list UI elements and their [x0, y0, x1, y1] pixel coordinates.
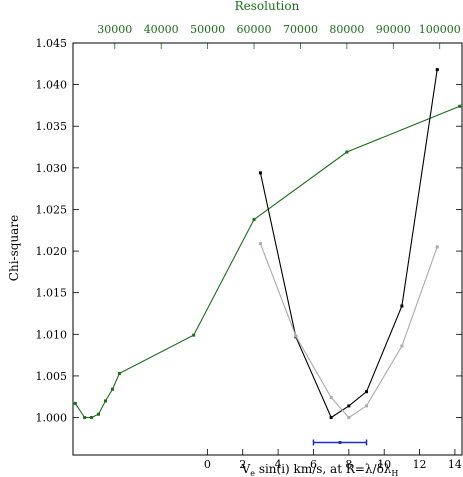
series-point-0	[345, 150, 349, 154]
series-point-2	[435, 245, 439, 249]
x-tick-label-top: 30000	[97, 23, 132, 36]
series-point-0	[252, 217, 256, 221]
series-point-1	[329, 416, 333, 420]
y-tick-label: 1.000	[36, 412, 68, 425]
series-point-2	[329, 396, 333, 400]
y-tick-label: 1.030	[36, 162, 68, 175]
series-point-0	[97, 412, 101, 416]
error-bar-center	[338, 441, 342, 445]
series-point-0	[117, 371, 121, 375]
series-line-1	[259, 69, 438, 419]
series-point-0	[90, 416, 94, 420]
y-tick-label: 1.025	[36, 203, 68, 216]
tick-layer: 1.000 1.005 1.010 1.015 1.020 1.025 1.030 1.035…	[36, 23, 462, 471]
series-point-0	[192, 333, 196, 337]
series-point-0	[103, 399, 107, 403]
y-tick-label: 1.040	[36, 79, 68, 92]
series-line-2	[259, 243, 438, 419]
x-tick-label-bottom: 6	[310, 458, 317, 471]
x-tick-label-top: 100000	[419, 23, 461, 36]
x-tick-label-bottom: 8	[345, 458, 352, 471]
x-tick-label-top: 50000	[190, 23, 225, 36]
x-tick-label-bottom: 14	[448, 458, 462, 471]
y-tick-label: 1.005	[36, 370, 68, 383]
y-tick-label: 1.020	[36, 245, 68, 258]
x-tick-label-bottom: 12	[413, 458, 427, 471]
x-axis-title-sub-h: H	[391, 469, 398, 477]
x-tick-label-top: 70000	[283, 23, 318, 36]
y-tick-label: 1.035	[36, 120, 68, 133]
x-tick-label-bottom: 10	[377, 458, 391, 471]
x-axis-title-v: V	[241, 462, 251, 476]
series-point-0	[83, 416, 87, 420]
series-point-2	[258, 242, 262, 246]
series-point-2	[294, 334, 298, 338]
y-axis-title: Chi-square	[7, 215, 21, 281]
series-point-0	[458, 104, 462, 108]
x-tick-label-bottom: 2	[239, 458, 246, 471]
plot-frame	[72, 42, 463, 456]
y-tick-label: 1.045	[36, 37, 68, 50]
series-point-2	[400, 344, 404, 348]
series-point-2	[365, 404, 369, 408]
x-axis-title-sub-e: e	[250, 469, 255, 477]
x-tick-label-top: 80000	[329, 23, 364, 36]
series-point-0	[110, 387, 114, 391]
y-tick-label: 1.015	[36, 287, 68, 300]
series-point-0	[73, 401, 77, 405]
series-point-2	[347, 416, 351, 420]
series-point-1	[400, 304, 404, 308]
x-tick-label-top: 60000	[237, 23, 272, 36]
x-axis-title: Ve sin(i) km/s, at R=λ/δλH	[241, 462, 399, 477]
series-point-1	[365, 390, 369, 394]
x-tick-label-top: 40000	[144, 23, 179, 36]
x-tick-label-bottom: 0	[204, 458, 211, 471]
series-layer	[73, 68, 462, 446]
series-point-1	[347, 404, 351, 408]
series-point-1	[435, 68, 439, 72]
top-axis-title: Resolution	[235, 0, 300, 13]
x-tick-label-bottom: 4	[275, 458, 282, 471]
y-tick-label: 1.010	[36, 328, 68, 341]
x-tick-label-top: 90000	[376, 23, 411, 36]
x-axis-title-rest: sin(i) km/s, at R=λ/δλ	[255, 462, 392, 476]
series-point-1	[258, 171, 262, 175]
